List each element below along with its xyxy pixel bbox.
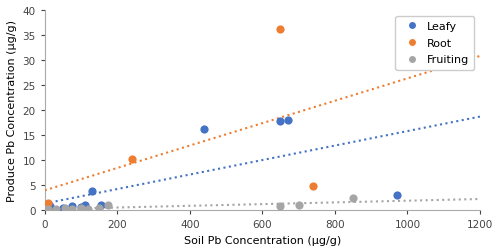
X-axis label: Soil Pb Concentration (μg/g): Soil Pb Concentration (μg/g) (184, 235, 341, 245)
Point (68, 204, 76, 208)
Point (59, 206, 67, 210)
Point (97, 203, 105, 207)
Point (128, 158, 136, 162)
Point (77, 205, 85, 209)
Point (46, 205, 54, 209)
Point (349, 197, 357, 201)
Legend: Leafy, Root, Fruiting: Leafy, Root, Fruiting (396, 16, 474, 71)
Point (68, 207, 76, 211)
Y-axis label: Produce Pb Concentration (μg/g): Produce Pb Concentration (μg/g) (7, 20, 17, 201)
Point (284, 118, 292, 122)
Point (88, 190, 96, 194)
Point (60, 207, 68, 211)
Point (84, 207, 92, 211)
Point (80, 204, 88, 208)
Point (294, 204, 302, 208)
Point (44, 201, 52, 205)
Point (200, 128, 208, 132)
Point (276, 120, 284, 124)
Point (104, 203, 112, 207)
Point (276, 205, 284, 209)
Point (276, 28, 284, 32)
Point (309, 185, 317, 189)
Point (44, 208, 52, 212)
Point (392, 194, 400, 198)
Point (95, 207, 103, 211)
Point (52, 207, 60, 211)
Point (77, 206, 85, 210)
